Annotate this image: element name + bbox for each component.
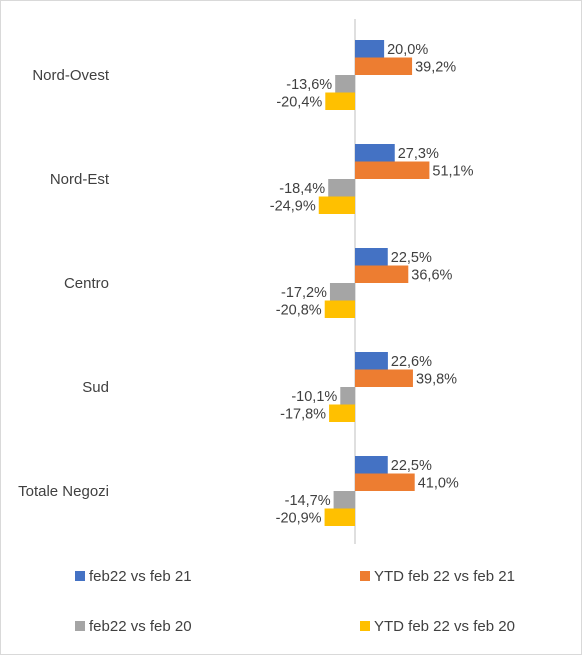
- category-label-centro: Centro: [64, 275, 109, 292]
- bar-centro-series-2: [355, 265, 409, 283]
- bar-sud-series-3: [340, 387, 355, 405]
- data-label-centro-series-2: 36,6%: [411, 267, 452, 283]
- bar-totale-negozi-series-1: [355, 456, 388, 474]
- category-label-totale-negozi: Totale Negozi: [18, 483, 109, 500]
- bar-totale-negozi-series-4: [324, 508, 355, 526]
- legend-swatch-series-2: [360, 571, 370, 581]
- bar-nord-ovest-series-2: [355, 57, 413, 75]
- bar-centro-series-3: [329, 283, 355, 301]
- data-label-centro-series-3: -17,2%: [281, 285, 327, 301]
- data-label-nord-est-series-4: -24,9%: [270, 198, 316, 214]
- data-label-sud-series-4: -17,8%: [280, 406, 326, 422]
- bar-centro-series-4: [324, 300, 355, 318]
- data-label-sud-series-2: 39,8%: [416, 371, 457, 387]
- category-label-sud: Sud: [82, 379, 109, 396]
- legend-swatch-series-3: [75, 621, 85, 631]
- bar-sud-series-1: [355, 352, 388, 370]
- legend-swatch-series-1: [75, 571, 85, 581]
- data-label-nord-ovest-series-1: 20,0%: [387, 42, 428, 58]
- bar-nord-est-series-2: [355, 161, 430, 179]
- data-label-nord-est-series-3: -18,4%: [279, 181, 325, 197]
- category-label-nord-est: Nord-Est: [50, 171, 110, 188]
- data-label-totale-negozi-series-3: -14,7%: [285, 493, 331, 509]
- data-label-totale-negozi-series-2: 41,0%: [418, 475, 459, 491]
- bar-totale-negozi-series-2: [355, 473, 415, 491]
- data-label-sud-series-3: -10,1%: [291, 389, 337, 405]
- legend-label-series-1: feb22 vs feb 21: [89, 568, 192, 585]
- data-label-sud-series-1: 22,6%: [391, 354, 432, 370]
- bar-totale-negozi-series-3: [333, 491, 355, 509]
- data-label-nord-est-series-2: 51,1%: [432, 163, 473, 179]
- bar-nord-est-series-1: [355, 144, 395, 162]
- bar-nord-ovest-series-3: [335, 75, 355, 93]
- data-label-totale-negozi-series-1: 22,5%: [391, 458, 432, 474]
- data-label-nord-ovest-series-3: -13,6%: [286, 77, 332, 93]
- legend-swatch-series-4: [360, 621, 370, 631]
- bar-nord-ovest-series-1: [355, 40, 385, 58]
- data-label-nord-est-series-1: 27,3%: [398, 146, 439, 162]
- bar-nord-est-series-3: [328, 179, 355, 197]
- data-label-centro-series-1: 22,5%: [391, 250, 432, 266]
- legend-label-series-4: YTD feb 22 vs feb 20: [374, 618, 515, 635]
- bar-sud-series-4: [329, 404, 355, 422]
- category-label-nord-ovest: Nord-Ovest: [32, 67, 110, 84]
- data-label-nord-ovest-series-2: 39,2%: [415, 59, 456, 75]
- data-label-centro-series-4: -20,8%: [276, 302, 322, 318]
- data-label-nord-ovest-series-4: -20,4%: [276, 94, 322, 110]
- legend-label-series-3: feb22 vs feb 20: [89, 618, 192, 635]
- legend-label-series-2: YTD feb 22 vs feb 21: [374, 568, 515, 585]
- bar-nord-ovest-series-4: [325, 92, 355, 110]
- bar-sud-series-2: [355, 369, 413, 387]
- data-label-totale-negozi-series-4: -20,9%: [276, 510, 322, 526]
- bar-nord-est-series-4: [318, 196, 355, 214]
- bar-centro-series-1: [355, 248, 388, 266]
